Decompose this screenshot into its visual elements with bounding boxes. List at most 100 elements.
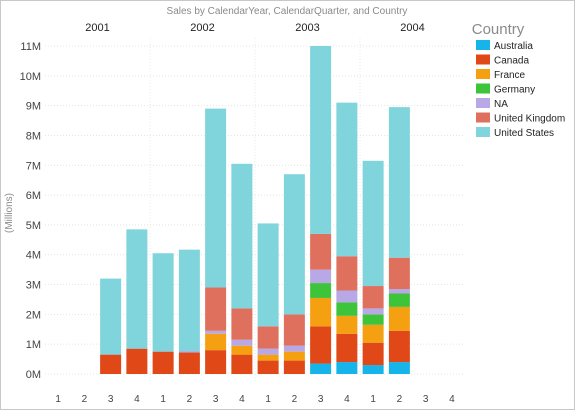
bar-canada[interactable] <box>126 348 148 374</box>
x-tick-label: 1 <box>160 394 166 405</box>
bar-canada[interactable] <box>205 350 227 374</box>
legend-entry[interactable]: United Kingdom <box>494 114 565 125</box>
bar-australia[interactable] <box>362 365 384 374</box>
bar-na[interactable] <box>178 351 200 353</box>
bar-united-states[interactable] <box>336 102 358 257</box>
legend-entry[interactable]: NA <box>494 99 508 110</box>
bar-canada[interactable] <box>231 354 253 374</box>
x-tick-label: 1 <box>265 394 271 405</box>
bar-united-states[interactable] <box>283 174 305 315</box>
x-tick-label: 1 <box>55 394 61 405</box>
bar-germany[interactable] <box>336 302 358 316</box>
legend-swatch <box>476 112 490 123</box>
bar-canada[interactable] <box>388 330 410 363</box>
bar-canada[interactable] <box>100 354 122 374</box>
bar-na[interactable] <box>362 308 384 315</box>
x-tick-label: 1 <box>370 394 376 405</box>
bar-united-states[interactable] <box>205 108 227 288</box>
bar-na[interactable] <box>388 289 410 294</box>
year-header-2002: 2002 <box>190 22 214 34</box>
bar-canada[interactable] <box>152 351 174 374</box>
bar-france[interactable] <box>283 351 305 361</box>
bar-canada[interactable] <box>178 352 200 374</box>
bar-france[interactable] <box>205 333 227 351</box>
bar-united-kingdom[interactable] <box>388 257 410 290</box>
bar-united-states[interactable] <box>178 249 200 352</box>
bar-united-states[interactable] <box>310 46 332 234</box>
y-axis-label: (Millions) <box>4 193 15 233</box>
y-tick-label: 8M <box>26 130 41 142</box>
legend-swatch <box>476 69 490 79</box>
bar-canada[interactable] <box>257 360 279 374</box>
x-tick-label: 4 <box>134 394 140 405</box>
bar-france[interactable] <box>231 345 253 355</box>
bar-france[interactable] <box>257 354 279 361</box>
bar-australia[interactable] <box>336 362 358 374</box>
bars <box>100 46 410 374</box>
bar-na[interactable] <box>205 330 227 334</box>
x-tick-label: 2 <box>187 394 193 405</box>
bar-canada[interactable] <box>362 342 384 366</box>
bar-france[interactable] <box>388 306 410 331</box>
legend-swatch <box>476 40 490 50</box>
y-axis-ticks: 0M 1M 2M 3M 4M 5M 6M 7M 8M 9M 10M 11M <box>20 41 41 381</box>
bar-germany[interactable] <box>310 283 332 298</box>
legend-entry[interactable]: Germany <box>494 85 535 96</box>
bar-united-kingdom[interactable] <box>205 287 227 331</box>
bar-france[interactable] <box>362 324 384 343</box>
bar-australia[interactable] <box>388 362 410 374</box>
bar-na[interactable] <box>336 290 358 303</box>
bar-na[interactable] <box>231 339 253 346</box>
x-tick-label: 3 <box>213 394 219 405</box>
bar-united-kingdom[interactable] <box>257 326 279 349</box>
x-axis-ticks: 1 2 3 4 1 2 3 4 1 2 3 4 1 2 3 4 <box>55 394 455 405</box>
legend-entry[interactable]: Australia <box>494 41 533 52</box>
bar-united-states[interactable] <box>231 163 253 309</box>
bar-united-kingdom[interactable] <box>362 286 384 309</box>
bar-na[interactable] <box>283 345 305 352</box>
year-header-2003: 2003 <box>295 22 319 34</box>
bar-germany[interactable] <box>388 293 410 307</box>
y-tick-label: 11M <box>20 41 41 53</box>
bar-na[interactable] <box>257 348 279 355</box>
legend-title: Country <box>472 21 525 38</box>
chart-title: Sales by CalendarYear, CalendarQuarter, … <box>167 6 408 17</box>
year-header-2004: 2004 <box>400 22 424 34</box>
x-tick-label: 3 <box>108 394 114 405</box>
year-header-2001: 2001 <box>85 22 109 34</box>
bar-united-kingdom[interactable] <box>310 233 332 270</box>
bar-united-kingdom[interactable] <box>283 314 305 346</box>
bar-canada[interactable] <box>336 333 358 363</box>
legend-entry[interactable]: United States <box>494 128 554 139</box>
bar-canada[interactable] <box>310 326 332 364</box>
legend-entry[interactable]: France <box>494 70 526 81</box>
y-tick-label: 1M <box>26 339 41 351</box>
bar-united-states[interactable] <box>126 229 148 349</box>
y-tick-label: 2M <box>26 309 41 321</box>
bar-france[interactable] <box>310 297 332 327</box>
x-tick-label: 2 <box>292 394 298 405</box>
bar-united-states[interactable] <box>152 253 174 352</box>
bar-united-kingdom[interactable] <box>336 256 358 291</box>
y-tick-label: 7M <box>26 160 41 172</box>
bar-united-states[interactable] <box>257 223 279 327</box>
year-headers: 2001 2002 2003 2004 <box>85 22 424 34</box>
x-tick-label: 3 <box>423 394 429 405</box>
legend-entry[interactable]: Canada <box>494 56 529 67</box>
bar-germany[interactable] <box>362 314 384 325</box>
bar-na[interactable] <box>310 269 332 284</box>
bar-united-kingdom[interactable] <box>231 308 253 340</box>
bar-australia[interactable] <box>310 363 332 374</box>
bar-united-states[interactable] <box>362 160 384 287</box>
bar-canada[interactable] <box>283 360 305 374</box>
bar-united-states[interactable] <box>100 278 122 355</box>
y-tick-label: 0M <box>26 369 41 381</box>
legend-swatch <box>476 98 490 108</box>
legend-swatch <box>476 127 490 137</box>
y-tick-label: 6M <box>26 190 41 202</box>
bar-france[interactable] <box>336 315 358 334</box>
y-tick-label: 5M <box>26 220 41 232</box>
bar-united-states[interactable] <box>388 107 410 258</box>
